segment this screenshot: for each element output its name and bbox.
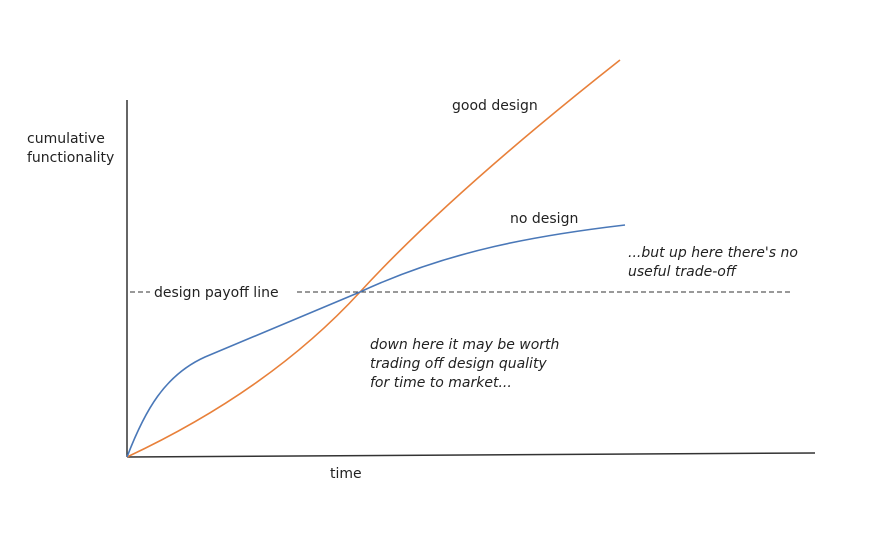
y-label: cumulative bbox=[27, 131, 105, 147]
no-design-curve bbox=[126, 224, 626, 458]
y-label: functionality bbox=[27, 150, 114, 166]
annotation: useful trade-off bbox=[628, 264, 738, 280]
annotation: trading off design quality bbox=[370, 356, 547, 372]
curve-label: no design bbox=[510, 211, 578, 227]
annotation: ...but up here there's no bbox=[628, 245, 798, 261]
annotation: for time to market... bbox=[370, 375, 512, 391]
x-axis bbox=[126, 452, 816, 458]
annotation: down here it may be worth bbox=[370, 337, 559, 353]
curve-label: good design bbox=[452, 98, 538, 114]
x-label: time bbox=[330, 466, 362, 482]
payoff-label: design payoff line bbox=[154, 285, 279, 301]
